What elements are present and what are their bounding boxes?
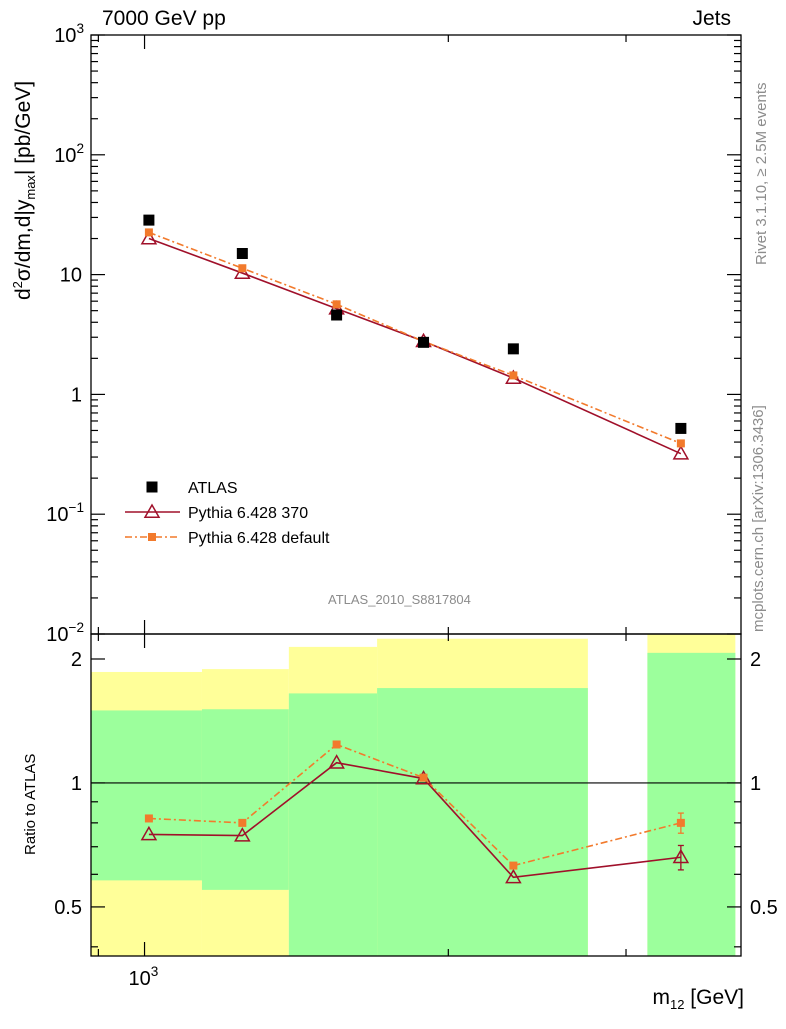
legend-marker-pythia370 [143,503,161,518]
header-right: Jets [692,7,731,30]
main-line-pythiadefault [148,231,682,445]
main-ytick-label-5: 10−2 [46,620,84,646]
legend-label-data: ATLAS [188,480,238,497]
xlabel-part-unit: [GeV] [684,986,744,1009]
x-axis-label: m12 [GeV] [653,986,745,1012]
main-ylabel: d2σ/dm,d|ymax| [pb/GeV] [10,81,38,300]
main-ytick-label-1: 102 [54,141,84,167]
main-point-data-0 [143,214,155,226]
legend-label-pythiadefault: Pythia 6.428 default [188,530,330,547]
ratio-series [140,740,690,884]
legend-marker-pythiadefault [148,533,156,541]
ratio-point-pythiadefault-2 [332,740,341,749]
axes-frames [90,34,742,957]
ratio-line-pythiadefault [148,743,682,867]
main-point-data-5 [675,422,687,434]
ratio-ylabel: Ratio to ATLAS [22,753,39,855]
main-ytick-label-4: 10−1 [46,500,84,526]
ratio-point-pythiadefault-1 [238,818,247,827]
band-inner-4 [647,652,736,956]
ratio-point-pythia370-2 [328,754,345,769]
ratio-ytick-label-l-1: 1 [71,773,82,795]
mcplots-label: mcplots.cern.ch [arXiv:1306.3436] [750,405,767,632]
main-point-pythiadefault-5 [676,439,685,448]
main-series [140,214,690,460]
main-point-pythiadefault-1 [238,264,247,273]
analysis-id: ATLAS_2010_S8817804 [328,592,471,607]
band-inner-0 [91,710,202,881]
main-ytick-label-0: 103 [54,21,84,47]
ratio-ytick-label-l-2: 0.5 [54,897,82,919]
main-point-pythiadefault-0 [144,228,153,237]
ratio-ytick-label-r-2: 0.5 [750,897,778,919]
legend-label-pythia370: Pythia 6.428 370 [188,505,308,522]
ratio-ytick-label-l-0: 2 [71,649,82,671]
ylabel-part-d: d [12,288,35,300]
xtick-label-0: 103 [129,964,159,990]
main-point-data-2 [331,309,343,321]
legend: ATLAS Pythia 6.428 370 Pythia 6.428 defaul… [125,480,330,547]
axis-ticks [91,34,741,956]
rivet-label: Rivet 3.1.10, ≥ 2.5M events [753,82,770,266]
ylabel-part-sup: 2 [10,281,25,289]
ratio-point-pythiadefault-0 [144,814,153,823]
ratio-uncertainty-bands [91,634,736,956]
ratio-line-pythia370 [148,761,681,879]
band-inner-2 [288,693,378,956]
main-line-pythia370 [148,237,682,455]
main-point-pythia370-5 [672,445,690,460]
ratio-ytick-label-r-0: 2 [750,649,761,671]
main-point-pythiadefault-2 [332,300,341,309]
ratio-frame [90,633,742,957]
header-left: 7000 GeV pp [102,7,226,30]
ylabel-part-sub: max [23,175,39,200]
main-point-data-1 [236,248,248,260]
ratio-point-pythia370-0 [140,825,158,841]
ratio-point-pythiadefault-3 [419,773,428,782]
band-inner-3 [377,688,588,956]
legend-marker-data [146,481,158,493]
ylabel-part-unit: | [pb/GeV] [12,80,35,176]
xlabel-part-sub: 12 [670,997,685,1013]
main-point-data-4 [507,343,519,355]
xlabel-part-m: m [652,986,671,1009]
main-point-pythia370-0 [140,230,158,245]
ratio-ytick-label-r-1: 1 [750,773,761,795]
ylabel-part-sigma: σ/dm,d|y [12,199,35,282]
main-point-data-3 [418,336,430,348]
ratio-point-pythiadefault-4 [509,861,518,870]
main-ytick-label-2: 10 [60,265,82,287]
ratio-point-pythia370-4 [505,868,522,884]
main-point-pythiadefault-4 [509,371,518,380]
band-inner-1 [201,709,289,890]
ratio-point-pythia370-1 [234,827,251,842]
main-ytick-label-3: 1 [71,384,82,406]
